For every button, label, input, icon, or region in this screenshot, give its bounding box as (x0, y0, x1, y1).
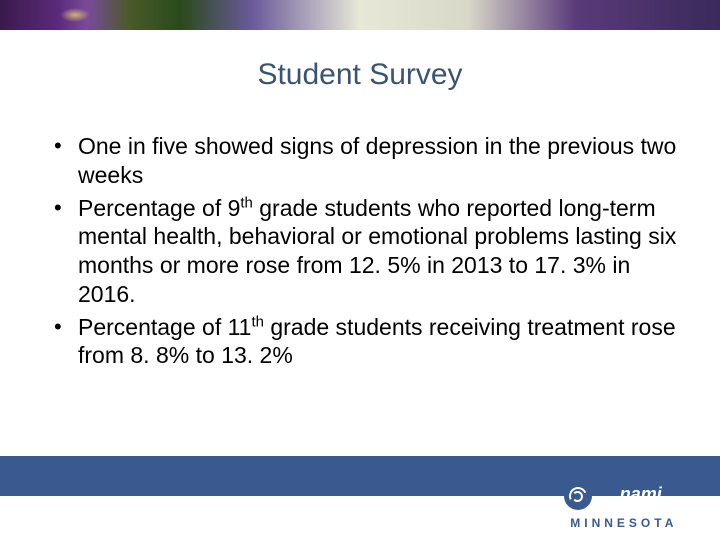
state-label: MINNESOTA (564, 516, 684, 530)
footer-logo-block: nami National Alliance on Mental Illness… (564, 482, 684, 530)
slide-title: Student Survey (0, 58, 720, 92)
bullet-item: One in five showed signs of depression i… (50, 132, 680, 190)
bullet-list: One in five showed signs of depression i… (50, 132, 680, 370)
header-decorative-image (0, 0, 720, 30)
bullet-item: Percentage of 9th grade students who rep… (50, 194, 680, 309)
bullet-item: Percentage of 11th grade students receiv… (50, 313, 680, 371)
nami-logo: nami National Alliance on Mental Illness (564, 482, 684, 510)
nami-logo-subtext: National Alliance on Mental Illness (598, 502, 684, 508)
nami-swirl-icon (564, 482, 592, 510)
slide-body: One in five showed signs of depression i… (0, 132, 720, 370)
